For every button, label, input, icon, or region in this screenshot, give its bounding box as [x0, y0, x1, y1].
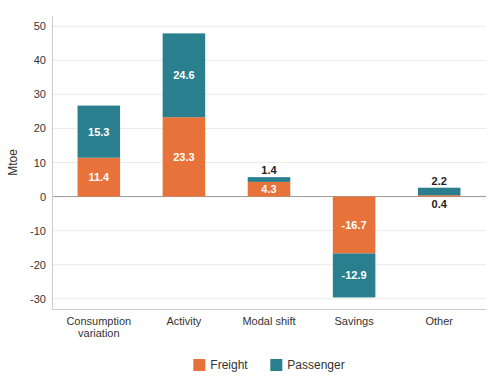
grid-line	[52, 230, 486, 231]
y-tick-label: 30	[34, 88, 46, 100]
data-labels: 11.4 23.3 4.3 -16.7 0.4 15.3 24.6 1.4 -12.9 2.2	[88, 69, 448, 281]
legend-item: Passenger	[270, 358, 344, 372]
y-tick: 50	[34, 20, 52, 32]
x-axis-line	[53, 309, 487, 310]
legend-swatch	[193, 359, 205, 371]
y-tick: -10	[30, 225, 52, 237]
y-tick-label: -30	[30, 293, 46, 305]
bar	[248, 177, 291, 182]
x-tick-label: Activity	[166, 315, 201, 327]
y-axis-line	[52, 17, 53, 310]
data-label: -12.9	[342, 269, 367, 281]
y-tick-label: 10	[34, 157, 46, 169]
x-tick-label-line: Savings	[335, 315, 375, 327]
data-label: 4.3	[261, 183, 276, 195]
y-tick: -20	[30, 259, 52, 271]
y-tick-label: -10	[30, 225, 46, 237]
x-tick-label: Modal shift	[242, 315, 295, 327]
x-tick-label-line: variation	[78, 327, 120, 339]
legend-item: Freight	[193, 358, 248, 372]
data-label: 15.3	[88, 126, 109, 138]
grid-line	[52, 298, 486, 299]
y-tick-label: 40	[34, 54, 46, 66]
y-tick: 10	[34, 157, 52, 169]
x-axis: Consumptionvariation Activity Modal shift S…	[53, 309, 487, 339]
bar	[333, 253, 376, 297]
grid-line	[52, 94, 486, 95]
x-tick-label-line: Activity	[166, 315, 201, 327]
y-axis-title: Mtoe	[6, 149, 20, 176]
bar	[248, 182, 291, 197]
bar	[418, 188, 461, 195]
y-tick-label: 50	[34, 20, 46, 32]
grid	[52, 26, 486, 299]
x-tick-label-line: Other	[425, 315, 453, 327]
bar	[418, 195, 461, 196]
x-tick-label: Consumptionvariation	[66, 315, 131, 340]
data-label: 23.3	[173, 151, 194, 163]
x-tick: Consumptionvariation	[66, 309, 131, 339]
y-tick: 30	[34, 88, 52, 100]
grid-line	[52, 60, 486, 61]
data-label: 11.4	[88, 171, 110, 183]
bars	[78, 33, 461, 297]
bar	[333, 197, 376, 254]
data-label: 0.4	[432, 198, 448, 210]
x-tick-label-line: Modal shift	[242, 315, 295, 327]
data-label: 2.2	[432, 175, 447, 187]
y-axis: -30 -20 -10 0 10 20 30 40 50	[30, 17, 52, 310]
legend-label: Passenger	[287, 358, 344, 372]
chart-container: -30 -20 -10 0 10 20 30 40 50 Consumptionvariation…	[0, 0, 500, 381]
data-label: 24.6	[173, 69, 194, 81]
bar	[78, 106, 121, 158]
x-tick-label: Savings	[335, 315, 375, 327]
x-tick-label: Other	[425, 315, 453, 327]
y-tick: 0	[40, 191, 52, 203]
bar	[78, 158, 121, 197]
y-tick: 40	[34, 54, 52, 66]
bar	[163, 33, 206, 117]
y-tick: 20	[34, 122, 52, 134]
x-tick: Other	[425, 309, 453, 327]
legend: Freight Passenger	[193, 358, 344, 372]
y-tick-label: 20	[34, 122, 46, 134]
series	[78, 33, 461, 297]
x-tick: Modal shift	[242, 309, 295, 327]
data-label: -16.7	[342, 219, 367, 231]
chart-svg: -30 -20 -10 0 10 20 30 40 50 Consumptionvariation…	[0, 0, 500, 381]
series	[78, 117, 461, 253]
y-tick-label: 0	[40, 191, 46, 203]
grid-line	[52, 26, 486, 27]
data-label: 1.4	[261, 164, 277, 176]
grid-line	[52, 264, 486, 265]
y-tick-label: -20	[30, 259, 46, 271]
legend-label: Freight	[210, 358, 248, 372]
y-tick: -30	[30, 293, 52, 305]
legend-swatch	[270, 359, 282, 371]
x-tick-label-line: Consumption	[66, 315, 131, 327]
x-tick: Savings	[335, 309, 375, 327]
bar	[163, 117, 206, 196]
x-tick: Activity	[166, 309, 201, 327]
plot: -30 -20 -10 0 10 20 30 40 50 Consumptionvariation…	[30, 17, 486, 340]
